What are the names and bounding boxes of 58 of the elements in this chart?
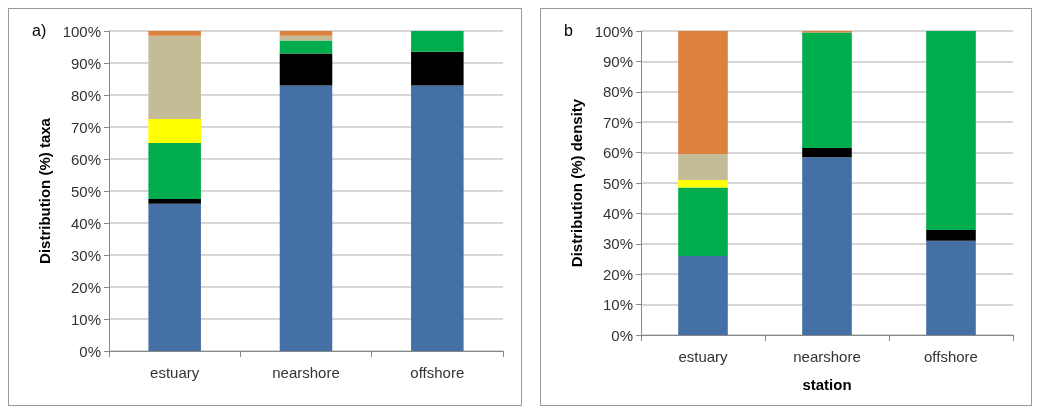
bar	[411, 51, 464, 86]
y-tick-label: 80%	[70, 86, 101, 104]
bar	[411, 31, 464, 52]
bar	[678, 179, 728, 188]
y-tick-label: 90%	[70, 54, 101, 72]
bar	[678, 187, 728, 256]
y-tick-label: 10%	[70, 310, 101, 328]
y-axis-title: Distribution (%) density	[567, 98, 585, 268]
x-axis-title: station	[802, 376, 852, 393]
x-tick-label: offshore	[924, 348, 978, 365]
x-tick-label: nearshore	[272, 364, 340, 381]
bar	[148, 203, 201, 351]
chart-title: b	[564, 21, 573, 39]
bar	[678, 255, 728, 335]
y-tick-label: 100%	[594, 22, 633, 40]
chart-title: a)	[32, 21, 47, 39]
bar	[279, 35, 333, 41]
x-tick-label: offshore	[410, 364, 465, 381]
bar	[411, 85, 464, 351]
bar	[148, 143, 201, 199]
y-axis-title: Distribution (%) taxa	[35, 117, 53, 264]
y-tick-label: 70%	[602, 113, 633, 131]
bar	[926, 240, 976, 335]
bar	[802, 157, 852, 335]
y-tick-label: 20%	[70, 278, 101, 296]
bar	[279, 85, 333, 351]
bar	[678, 31, 728, 155]
y-tick-label: 0%	[79, 342, 101, 360]
y-tick-label: 0%	[611, 326, 633, 344]
y-tick-label: 30%	[602, 235, 633, 253]
bar	[148, 199, 201, 204]
bar	[148, 31, 201, 36]
y-tick-label: 80%	[602, 83, 633, 101]
y-tick-label: 90%	[602, 52, 633, 70]
x-tick-label: nearshore	[793, 348, 861, 365]
y-tick-label: 50%	[70, 182, 101, 200]
bar	[279, 31, 333, 36]
bar	[148, 119, 201, 143]
y-tick-label: 70%	[70, 118, 101, 136]
bar	[926, 230, 976, 241]
bar	[802, 32, 852, 149]
y-tick-label: 10%	[602, 296, 633, 314]
y-tick-label: 60%	[602, 144, 633, 162]
x-tick-label: estuary	[150, 364, 200, 381]
bar	[802, 148, 852, 158]
y-tick-label: 40%	[70, 214, 101, 232]
x-tick-label: estuary	[678, 348, 729, 365]
y-tick-label: 20%	[602, 265, 633, 283]
y-tick-label: 40%	[602, 204, 633, 222]
bar	[279, 40, 333, 54]
bar	[678, 154, 728, 180]
y-tick-label: 60%	[70, 150, 101, 168]
y-tick-label: 100%	[62, 22, 101, 40]
bar	[148, 35, 201, 119]
bar	[926, 31, 976, 231]
y-tick-label: 30%	[70, 246, 101, 264]
y-tick-label: 50%	[602, 174, 633, 192]
bar	[279, 53, 333, 86]
